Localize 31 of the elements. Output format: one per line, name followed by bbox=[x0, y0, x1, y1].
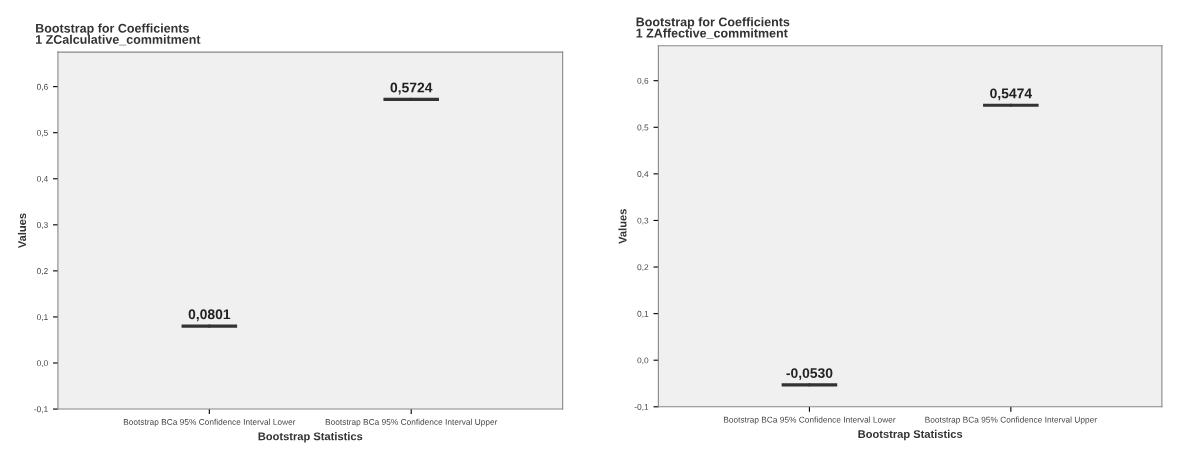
y-tick-label: 0,4 bbox=[36, 175, 48, 183]
y-tick-label: 0,5 bbox=[637, 124, 649, 132]
y-axis-title: Values bbox=[17, 213, 27, 249]
y-tick-label: 0,2 bbox=[637, 264, 649, 272]
y-tick-label: 0,1 bbox=[637, 310, 649, 318]
y-tick-label: 0,0 bbox=[36, 360, 48, 368]
y-tick-label: 0,3 bbox=[36, 222, 48, 229]
y-tick-label: 0,2 bbox=[36, 268, 48, 275]
x-tick-label: Bootstrap BCa 95% Confidence Interval Upper bbox=[325, 418, 498, 427]
y-tick-label: 0,3 bbox=[637, 217, 649, 225]
y-tick-label: 0,5 bbox=[36, 129, 48, 137]
text: 0,5724 bbox=[390, 82, 433, 95]
chart-title: Bootstrap for Coefficients bbox=[636, 17, 790, 29]
text: -0,0530 bbox=[786, 368, 833, 380]
y-tick-label: 0,6 bbox=[637, 77, 649, 85]
y-tick-label: 0,4 bbox=[637, 171, 649, 178]
chart-subtitle: 1 ZCalculative_commitment bbox=[35, 34, 201, 46]
y-tick-label: -0,1 bbox=[34, 406, 48, 414]
chart-subtitle: 1 ZAffective_commitment bbox=[636, 28, 788, 39]
x-tick-label: Bootstrap BCa 95% Confidence Interval Upper bbox=[925, 416, 1097, 425]
text: 0,0801 bbox=[188, 309, 231, 322]
y-axis-title: Values bbox=[618, 209, 627, 244]
y-tick-label: 0,1 bbox=[36, 314, 48, 322]
x-tick-label: Bootstrap BCa 95% Confidence Interval Lower bbox=[123, 418, 296, 427]
x-axis-title: Bootstrap Statistics bbox=[258, 432, 363, 443]
x-axis-title: Bootstrap Statistics bbox=[858, 429, 963, 441]
x-tick-label: Bootstrap BCa 95% Confidence Interval Lower bbox=[723, 416, 896, 425]
text: 0,5474 bbox=[990, 88, 1033, 101]
y-tick-label: -0,1 bbox=[634, 403, 649, 411]
y-tick-label: 0,0 bbox=[637, 357, 649, 365]
y-tick-label: 0,6 bbox=[36, 83, 48, 91]
